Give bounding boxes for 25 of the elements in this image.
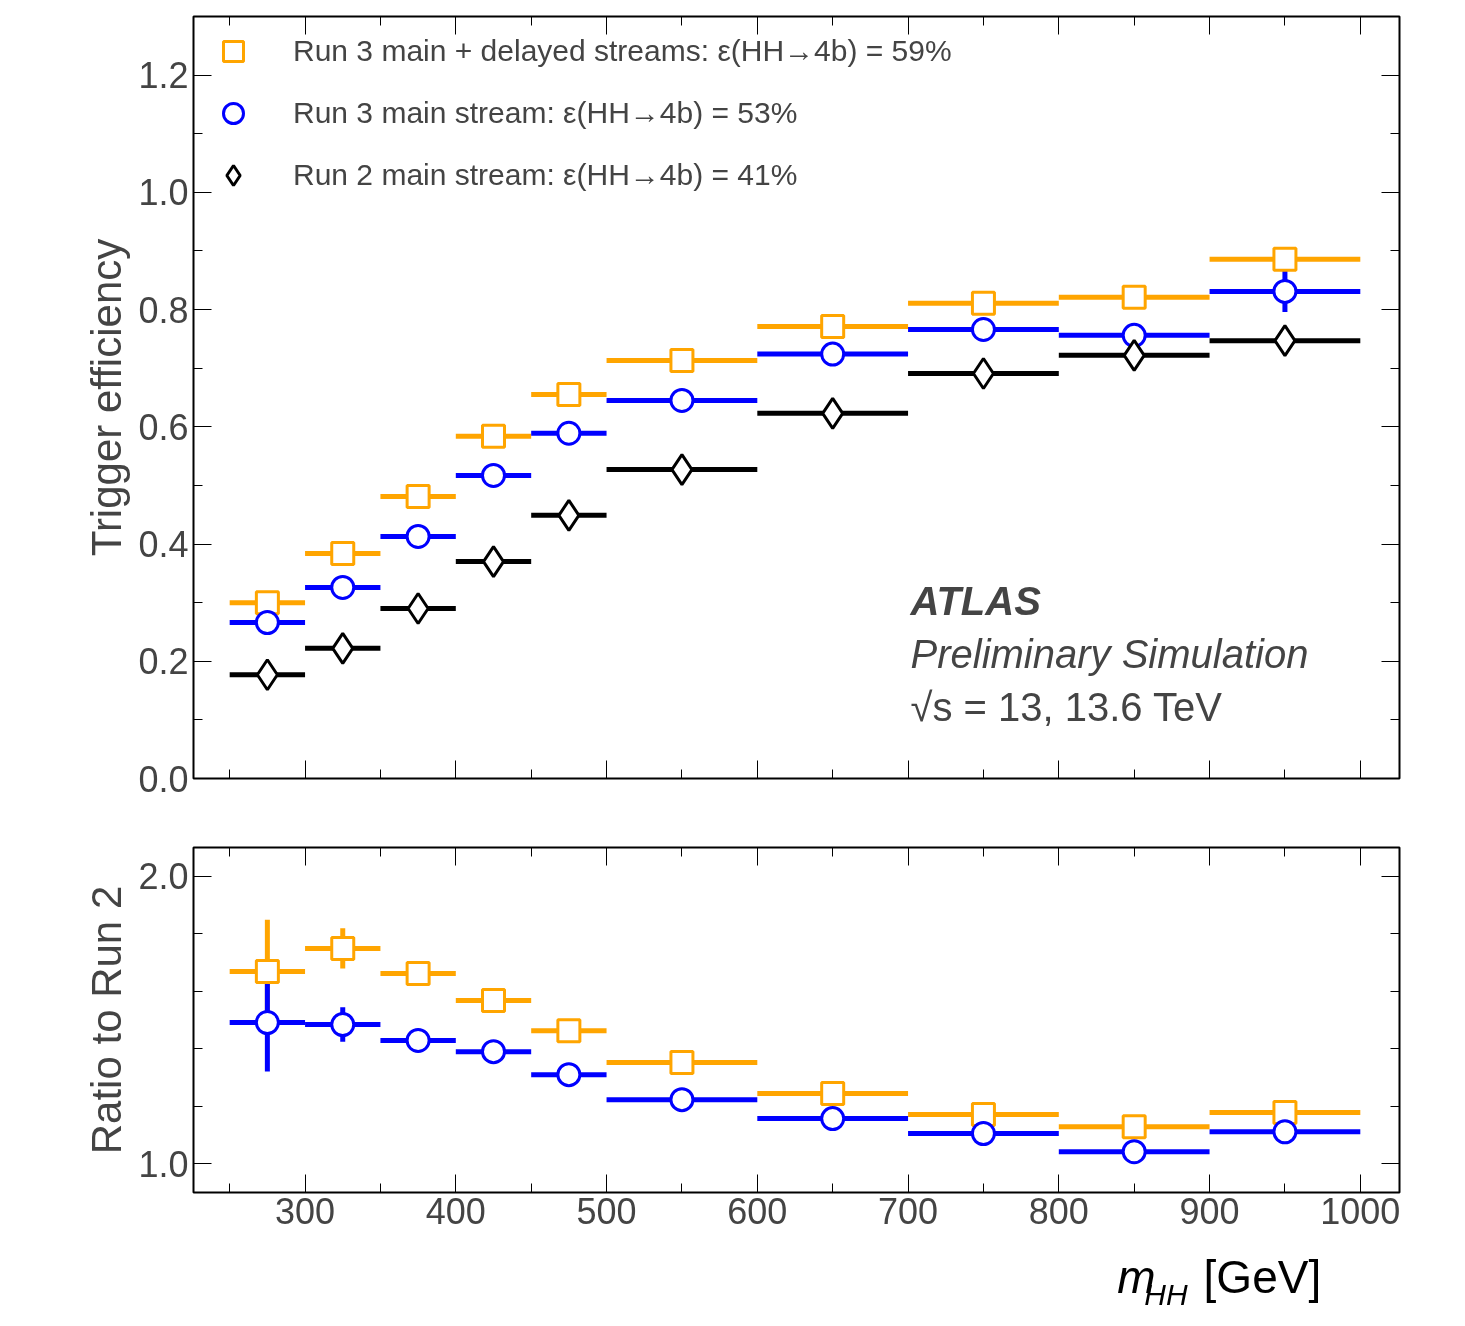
x-tick-label: 700: [878, 1190, 939, 1232]
y-axis-title: Ratio to Run 2: [83, 885, 131, 1155]
annotation: ATLAS: [909, 578, 1042, 623]
x-tick-label: 800: [1028, 1190, 1089, 1232]
x-tick-label: 400: [425, 1190, 486, 1232]
x-tick-label: 500: [576, 1190, 637, 1232]
y-tick-label: 0.0: [138, 758, 189, 800]
y-tick-label: 1.2: [138, 55, 189, 97]
x-tick-label: 900: [1179, 1190, 1240, 1232]
y-tick-label: 1.0: [138, 1143, 189, 1185]
y-axis-title: Trigger efficiency: [83, 238, 131, 557]
x-tick-label: 600: [727, 1190, 788, 1232]
y-tick-label: 2.0: [138, 856, 189, 898]
y-tick-label: 1.0: [138, 172, 189, 214]
legend-label: Run 2 main stream: ε(HH→4b) = 41%: [293, 158, 798, 192]
annotation: Preliminary Simulation: [910, 631, 1309, 676]
legend-label: Run 3 main stream: ε(HH→4b) = 53%: [293, 96, 798, 130]
x-tick-label: 300: [275, 1190, 336, 1232]
x-tick-label: 1000: [1320, 1190, 1401, 1232]
y-tick-label: 0.6: [138, 406, 189, 448]
legend-label: Run 3 main + delayed streams: ε(HH→4b) = 59%: [293, 34, 952, 68]
y-tick-label: 0.2: [138, 641, 189, 683]
y-tick-label: 0.8: [138, 289, 189, 331]
y-tick-label: 0.4: [138, 524, 189, 566]
annotation: √s = 13, 13.6 TeV: [910, 684, 1223, 729]
